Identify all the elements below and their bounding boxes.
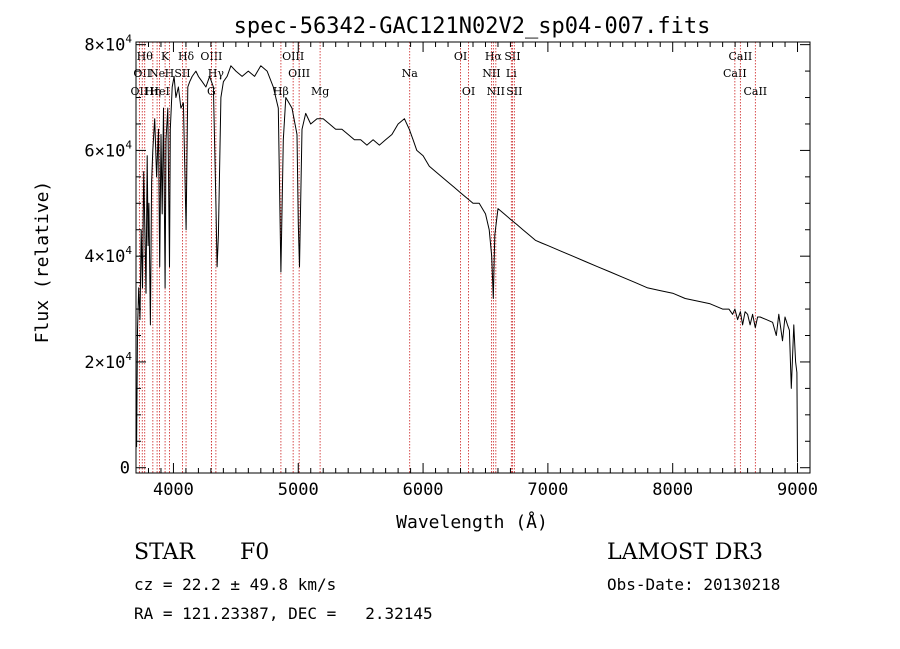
line-marker-label: NII: [482, 67, 500, 80]
line-marker-label: SII: [174, 67, 190, 80]
line-marker-label: SII: [506, 85, 522, 98]
x-tick-label: 6000: [403, 480, 444, 500]
y-tick-label: 0: [120, 459, 130, 479]
x-tick-label: 8000: [652, 480, 693, 500]
line-marker-label: Hβ: [273, 85, 289, 98]
y-tick-label: 6×104: [84, 138, 132, 161]
line-markers: OIIOIIHθHηNeHeIKHHδSIIOIIIGHγHβOIIIOIIIM…: [131, 42, 767, 473]
spectrum-series: [135, 65, 798, 463]
y-axis-label: Flux (relative): [32, 181, 53, 344]
object-class: STAR: [134, 540, 195, 565]
object-subclass: F0: [240, 540, 270, 565]
line-marker-label: H: [165, 67, 175, 80]
survey-name: LAMOST DR3: [607, 540, 763, 565]
line-marker-label: HeI: [149, 85, 169, 98]
line-marker-label: Li: [506, 67, 517, 80]
line-marker-label: G: [207, 85, 216, 98]
obs-date: Obs-Date: 20130218: [607, 575, 781, 594]
line-marker-label: OI: [462, 85, 475, 98]
coordinates: RA = 121.23387, DEC = 2.32145: [134, 604, 433, 623]
redshift-readout: cz = 22.2 ± 49.8 km/s: [134, 575, 337, 594]
x-tick-label: 4000: [153, 480, 194, 500]
x-axis-label: Wavelength (Å): [396, 511, 548, 533]
y-tick-label: 2×104: [84, 350, 132, 373]
line-marker-label: Hγ: [208, 67, 225, 80]
y-tick-label: 8×104: [84, 33, 132, 56]
x-tick-label: 5000: [278, 480, 319, 500]
line-marker-label: Mg: [311, 85, 329, 98]
plot-frame: [135, 41, 811, 474]
line-marker-label: Hα: [485, 50, 503, 63]
line-marker-label: Hδ: [178, 50, 195, 63]
line-marker-label: NII: [487, 85, 505, 98]
chart-title: spec-56342-GAC121N02V2_sp04-007.fits: [234, 14, 711, 39]
x-axis: 4000 5000 6000 7000 8000 9000: [147, 42, 818, 500]
x-tick-label: 7000: [527, 480, 568, 500]
line-marker-label: OIII: [282, 50, 304, 63]
line-marker-label: Ne: [149, 67, 165, 80]
line-marker-label: OIII: [288, 67, 310, 80]
line-marker-label: OII: [133, 67, 151, 80]
line-marker-label: K: [161, 50, 170, 63]
line-marker-label: Hθ: [137, 50, 154, 63]
x-tick-label: 9000: [777, 480, 818, 500]
line-marker-label: CaII: [743, 85, 767, 98]
line-marker-label: OIII: [200, 50, 222, 63]
spectrum-line: [135, 65, 798, 463]
line-marker-label: CaII: [729, 50, 753, 63]
y-axis: 0 2×104 4×104 6×104 8×104: [84, 33, 810, 479]
line-marker-label: OI: [454, 50, 467, 63]
line-marker-label: CaII: [723, 67, 747, 80]
line-marker-label: Na: [402, 67, 419, 80]
line-marker-label: SII: [504, 50, 520, 63]
line-marker-label: OII: [131, 85, 149, 98]
spectrum-chart: spec-56342-GAC121N02V2_sp04-007.fits OII…: [32, 14, 818, 533]
y-tick-label: 4×104: [84, 244, 132, 267]
